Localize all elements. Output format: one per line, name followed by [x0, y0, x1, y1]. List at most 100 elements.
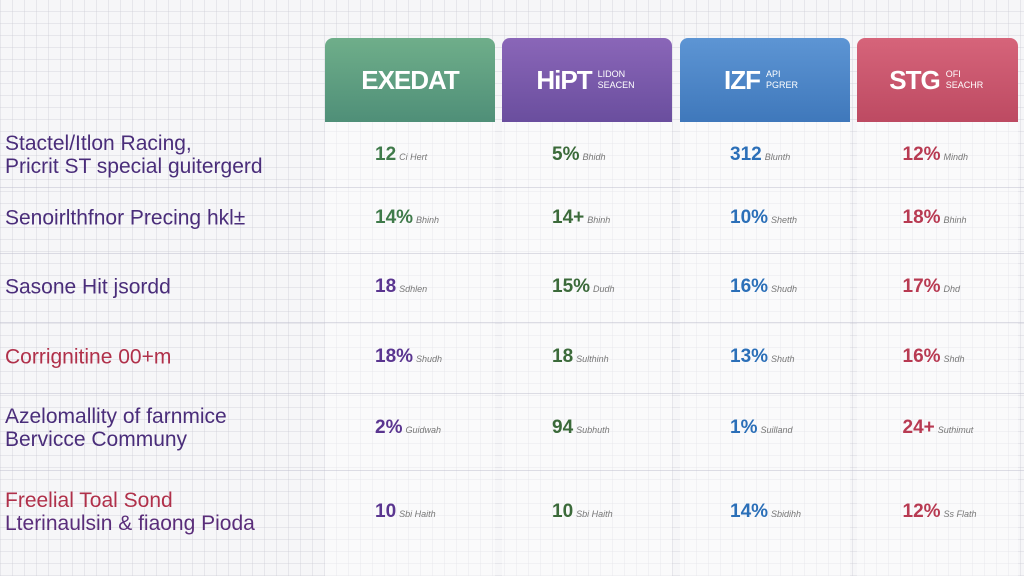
cell-note: Subhuth — [576, 425, 610, 435]
table-cell: 1% Suilland — [730, 417, 793, 439]
table-cell: 10% Shetth — [730, 207, 797, 229]
cell-note: Dudh — [593, 284, 615, 294]
cell-note: Shdh — [943, 354, 965, 364]
row-label-line: Azelomallity of farnmice — [5, 405, 227, 428]
cell-note: Shudh — [771, 284, 798, 294]
cell-note: Sbidihh — [771, 509, 802, 519]
table-cell: 18% Bhinh — [903, 207, 967, 229]
cell-value: 16% — [902, 346, 941, 367]
row-separator — [0, 392, 1024, 394]
cell-value: 10% — [730, 207, 769, 228]
row-label: Stactel/Itlon Racing, Pricrit ST special … — [5, 132, 263, 178]
cell-value: 10 — [375, 501, 397, 522]
cell-value: 14+ — [552, 207, 585, 228]
cell-note: Bhinh — [587, 215, 611, 225]
column-title: IZF — [724, 64, 761, 95]
cell-value: 17% — [902, 276, 941, 297]
column-background — [680, 122, 850, 576]
cell-value: 1% — [730, 417, 758, 438]
table-cell: 13% Shuth — [730, 346, 795, 368]
cell-note: Bhinh — [416, 215, 440, 225]
cell-note: Ss Flath — [943, 509, 977, 519]
cell-note: Bhinh — [943, 215, 967, 225]
column-title: STG — [889, 64, 940, 95]
row-separator — [0, 252, 1024, 254]
cell-value: 2% — [375, 417, 403, 438]
cell-note: Sbi Haith — [576, 509, 613, 519]
cell-note: Shetth — [771, 215, 798, 225]
cell-value: 13% — [730, 346, 769, 367]
cell-note: Sbi Haith — [399, 509, 436, 519]
cell-note: Shuth — [771, 354, 795, 364]
column-title: HiPT — [536, 64, 592, 95]
row-label-line: Pricrit ST special guitergerd — [5, 155, 263, 178]
column-subtitle: OFI SEACHR — [945, 69, 984, 90]
cell-note: Guidwah — [405, 425, 441, 435]
table-cell: 18% Shudh — [375, 346, 442, 368]
table-cell: 18 Sulthinh — [552, 346, 609, 368]
row-label-line: Lterinaulsin & fiaong Pioda — [5, 512, 255, 535]
table-cell: 14% Sbidihh — [730, 501, 801, 523]
table-cell: 12% Mindh — [903, 144, 969, 166]
cell-value: 14% — [375, 207, 414, 228]
cell-note: Mindh — [943, 152, 969, 162]
table-cell: 24+ Suthimut — [903, 417, 974, 439]
row-label-line: Freelial Toal Sond — [5, 489, 173, 512]
column-background — [325, 122, 495, 576]
cell-value: 12% — [902, 144, 941, 165]
table-cell: 15% Dudh — [552, 276, 615, 298]
column-subtitle: API PGRER — [766, 69, 799, 90]
row-label: Corrignitine 00+m — [5, 346, 171, 369]
table-cell: 12 Ci Hert — [375, 144, 427, 166]
cell-note: Blunth — [764, 152, 791, 162]
cell-note: Shudh — [416, 354, 443, 364]
cell-value: 18% — [902, 207, 941, 228]
column-header: EXEDAT — [325, 38, 495, 122]
cell-note: Sdhlen — [399, 284, 428, 294]
column-header: IZF API PGRER — [680, 38, 850, 122]
cell-value: 18% — [375, 346, 414, 367]
table-cell: 17% Dhd — [903, 276, 961, 298]
column-background — [857, 122, 1018, 576]
row-label-line: Stactel/Itlon Racing, — [5, 132, 192, 155]
cell-note: Dhd — [943, 284, 961, 294]
cell-note: Suilland — [760, 425, 793, 435]
cell-value: 16% — [730, 276, 769, 297]
cell-note: Sulthinh — [576, 354, 609, 364]
row-label-line: Sasone Hit jsordd — [5, 275, 171, 299]
column-title: EXEDAT — [361, 64, 460, 95]
cell-value: 15% — [552, 276, 591, 297]
row-separator — [0, 186, 1024, 188]
table-cell: 2% Guidwah — [375, 417, 441, 439]
cell-value: 5% — [552, 144, 580, 165]
table-cell: 5% Bhidh — [552, 144, 606, 166]
cell-value: 18 — [552, 346, 574, 367]
table-cell: 14% Bhinh — [375, 207, 439, 229]
cell-note: Bhidh — [582, 152, 606, 162]
row-separator — [0, 470, 1024, 471]
table-cell: 16% Shudh — [730, 276, 797, 298]
row-label-line: Bervicce Communy — [5, 428, 188, 451]
cell-note: Ci Hert — [399, 152, 428, 162]
row-label: Senoirlthfnor Precing hkl± — [5, 207, 245, 230]
column-header: STG OFI SEACHR — [857, 38, 1018, 122]
column-subtitle: LIDON SEACEN — [597, 69, 635, 90]
row-label-line: Corrignitine 00+m — [5, 345, 172, 369]
row-label: Sasone Hit jsordd — [5, 276, 171, 299]
table-cell: 94 Subhuth — [552, 417, 610, 439]
table-cell: 14+ Bhinh — [552, 207, 610, 229]
row-label-line: Senoirlthfnor Precing hkl± — [5, 206, 246, 230]
cell-value: 18 — [375, 276, 397, 297]
column-background — [502, 122, 672, 576]
row-label: Azelomallity of farnmice Bervicce Communy — [5, 405, 227, 451]
cell-note: Suthimut — [937, 425, 974, 435]
table-cell: 16% Shdh — [903, 346, 965, 368]
column-header: HiPT LIDON SEACEN — [502, 38, 672, 122]
table-cell: 12% Ss Flath — [903, 501, 977, 523]
row-label: Freelial Toal Sond Lterinaulsin & fiaong … — [5, 489, 255, 535]
cell-value: 14% — [730, 501, 769, 522]
table-cell: 10 Sbi Haith — [552, 501, 613, 523]
table-cell: 18 Sdhlen — [375, 276, 427, 298]
cell-value: 12 — [375, 144, 397, 165]
